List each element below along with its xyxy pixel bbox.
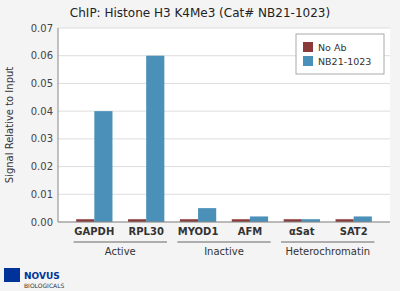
group-label: Heterochromatin — [285, 246, 370, 257]
legend: No Ab NB21-1023 — [296, 34, 384, 74]
legend-swatch — [303, 56, 313, 66]
group-line — [281, 242, 374, 243]
y-tick-label: 0.02 — [31, 161, 53, 172]
logo-text: NOVUS — [24, 271, 60, 281]
y-axis-line — [58, 28, 59, 222]
y-tick-label: 0.06 — [31, 50, 53, 61]
logo-subtext: BIOLOGICALS — [24, 282, 65, 289]
group-line — [74, 242, 167, 243]
y-tick-label: 0.05 — [31, 78, 53, 89]
plot-area — [58, 28, 390, 222]
bar — [198, 208, 216, 222]
x-axis-line — [58, 222, 390, 223]
bar — [146, 56, 164, 222]
y-tick-label: 0.00 — [31, 217, 53, 228]
x-tick-label: αSat — [289, 226, 315, 237]
chart: ChIP: Histone H3 K4Me3 (Cat# NB21-1023) 0… — [0, 0, 400, 291]
y-tick-label: 0.01 — [31, 189, 53, 200]
bar — [354, 216, 372, 222]
group-line — [177, 242, 270, 243]
bar — [250, 216, 268, 222]
x-tick-label: SAT2 — [340, 226, 368, 237]
group-label: Inactive — [204, 246, 244, 257]
bar — [94, 111, 112, 222]
logo-mark — [4, 268, 20, 282]
y-tick-label: 0.07 — [31, 23, 53, 34]
title: ChIP: Histone H3 K4Me3 (Cat# NB21-1023) — [70, 6, 330, 20]
grid-line — [58, 222, 390, 223]
legend-swatch — [303, 42, 313, 52]
y-tick-label: 0.04 — [31, 106, 53, 117]
legend-label: NB21-1023 — [318, 56, 371, 67]
x-tick-label: AFM — [238, 226, 263, 237]
legend-label: No Ab — [318, 42, 346, 53]
x-tick-label: RPL30 — [129, 226, 164, 237]
y-axis-label: Signal Relative to Input — [4, 67, 15, 184]
group-label: Active — [105, 246, 136, 257]
x-tick-label: GAPDH — [74, 226, 114, 237]
grid-line — [58, 28, 390, 29]
grid-line — [58, 83, 390, 84]
x-tick-label: MYOD1 — [178, 226, 219, 237]
y-tick-label: 0.03 — [31, 133, 53, 144]
legend-box — [296, 34, 384, 74]
bars — [76, 56, 372, 222]
